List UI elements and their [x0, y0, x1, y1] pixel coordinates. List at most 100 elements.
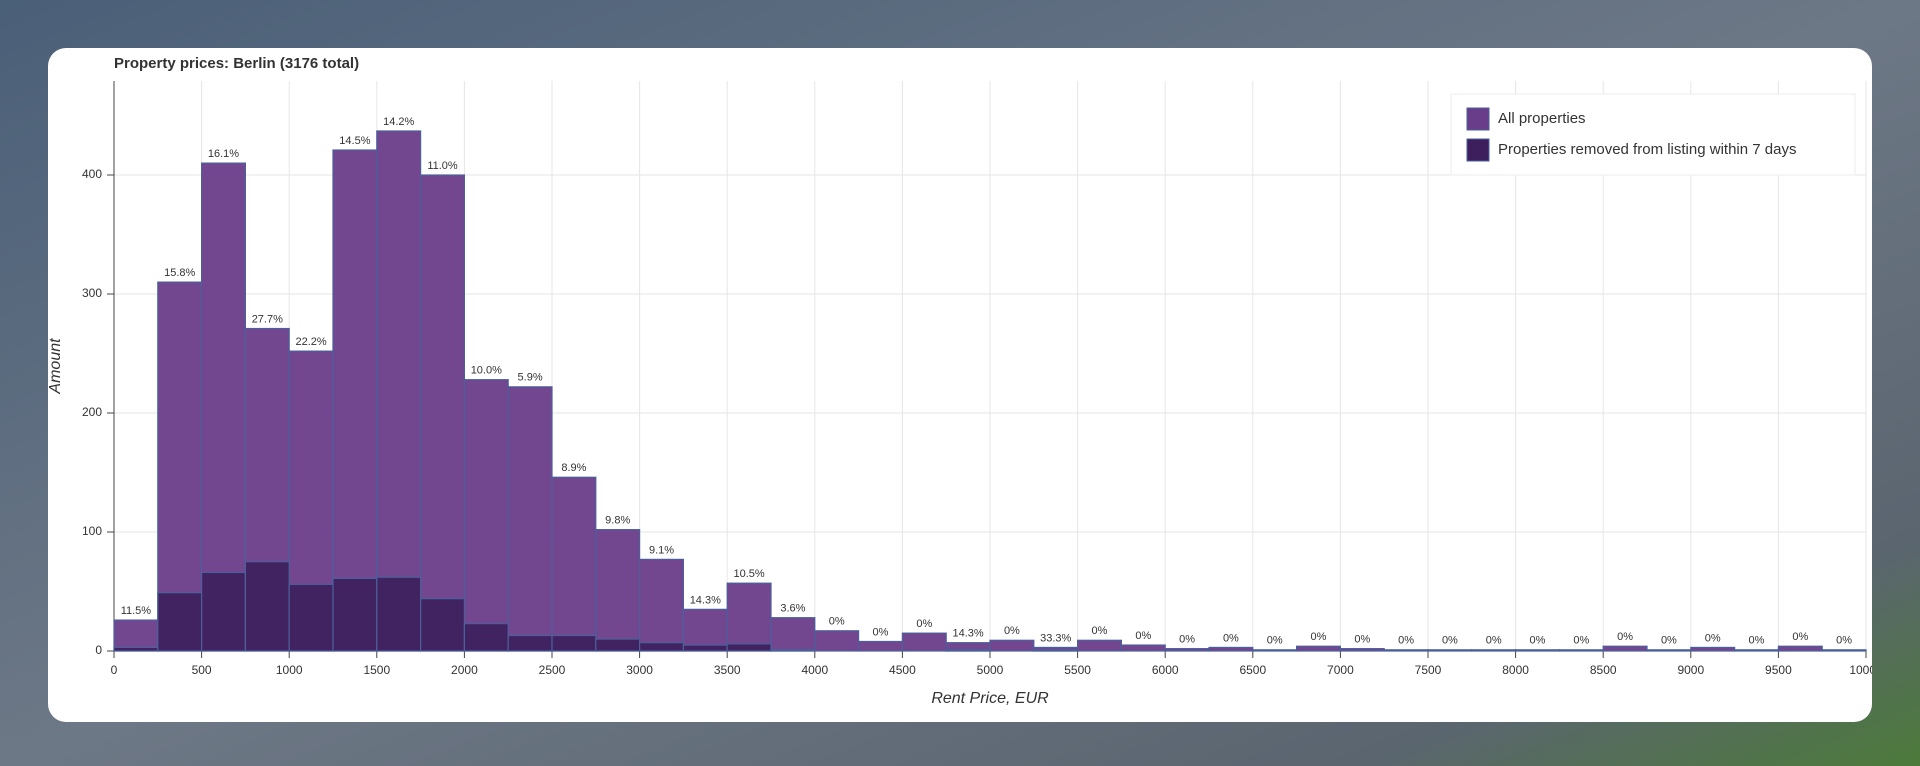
x-tick-label: 5000	[977, 663, 1004, 677]
x-tick-label: 4000	[801, 663, 828, 677]
bar	[638, 558, 684, 652]
bar-label: 0%	[1354, 634, 1370, 646]
bar-label: 0%	[1617, 631, 1633, 643]
bar	[595, 638, 641, 652]
bar-label: 0%	[1311, 631, 1327, 643]
bar	[551, 634, 597, 652]
legend-box	[1450, 93, 1856, 176]
bar-label: 14.3%	[690, 594, 721, 606]
bar	[1821, 649, 1867, 652]
x-tick-label: 4500	[889, 663, 916, 677]
bar-label: 0%	[1398, 635, 1414, 647]
bar	[1733, 649, 1779, 652]
bar	[201, 571, 247, 652]
bar	[770, 649, 816, 652]
bar	[113, 619, 159, 652]
bar-label: 14.3%	[952, 628, 983, 640]
bar	[595, 529, 641, 652]
bar-label: 0%	[1705, 632, 1721, 644]
x-tick-label: 3500	[714, 663, 741, 677]
bar-label: 0%	[1486, 635, 1502, 647]
bar	[726, 582, 772, 652]
bar	[1164, 648, 1210, 652]
bar-label: 9.8%	[605, 515, 630, 527]
bar	[551, 476, 597, 652]
legend-label: Properties removed from listing within 7…	[1498, 141, 1796, 158]
bar	[682, 608, 728, 652]
bar-label: 0%	[1223, 632, 1239, 644]
bar-label: 0%	[829, 616, 845, 628]
bar	[857, 640, 903, 652]
bar-label: 0%	[916, 618, 932, 630]
bar-label: 0%	[1661, 635, 1677, 647]
bar	[201, 162, 247, 652]
x-tick-label: 2000	[451, 663, 478, 677]
y-tick-label: 400	[82, 167, 102, 181]
x-tick-label: 7500	[1415, 663, 1442, 677]
x-tick-label: 6500	[1239, 663, 1266, 677]
y-axis-label: Amount	[47, 338, 64, 395]
bar	[157, 592, 203, 652]
x-tick-label: 3000	[626, 663, 653, 677]
y-tick-label: 200	[82, 405, 102, 419]
bar	[1427, 649, 1473, 652]
bar	[1602, 645, 1648, 652]
bar	[463, 379, 509, 652]
bar	[1033, 649, 1079, 652]
bar-label: 0%	[1092, 625, 1108, 637]
x-tick-label: 7000	[1327, 663, 1354, 677]
bar	[1208, 646, 1254, 652]
x-tick-label: 5500	[1064, 663, 1091, 677]
y-tick-label: 300	[82, 286, 102, 300]
bar-label: 33.3%	[1040, 632, 1071, 644]
bar	[376, 130, 422, 652]
bar-label: 8.9%	[561, 462, 586, 474]
y-tick-label: 0	[95, 643, 102, 657]
x-axis-label: Rent Price, EUR	[931, 690, 1049, 707]
bar	[1383, 649, 1429, 652]
bar	[901, 632, 947, 652]
bar-label: 11.0%	[427, 160, 458, 172]
bar	[157, 281, 203, 652]
bar-label: 15.8%	[164, 267, 195, 279]
bar	[288, 583, 334, 652]
bar	[1295, 645, 1341, 652]
bar	[1646, 649, 1692, 652]
bar	[945, 649, 991, 652]
bar	[244, 561, 290, 652]
bar	[332, 149, 378, 652]
bar-label: 0%	[1004, 625, 1020, 637]
plot: Property prices: Berlin (3176 total) Ren…	[47, 55, 1872, 707]
bar	[507, 386, 553, 652]
chart-title: Property prices: Berlin (3176 total)	[114, 55, 359, 72]
x-tick-label: 1000	[276, 663, 303, 677]
bar	[463, 623, 509, 652]
bar-label: 16.1%	[208, 148, 239, 160]
bar	[682, 644, 728, 652]
bar-label: 0%	[1135, 630, 1151, 642]
bar-label: 14.2%	[383, 116, 414, 128]
bar-label: 0%	[1267, 635, 1283, 647]
bar-label: 3.6%	[780, 603, 805, 615]
bar	[113, 646, 159, 652]
bar	[989, 639, 1035, 652]
bar	[1076, 639, 1122, 652]
bar	[507, 634, 553, 652]
legend-swatch	[1466, 138, 1490, 162]
bar-label: 0%	[1442, 635, 1458, 647]
x-tick-label: 2500	[539, 663, 566, 677]
bar-label: 9.1%	[649, 544, 674, 556]
bar-label: 27.7%	[252, 313, 283, 325]
bar	[1690, 646, 1736, 652]
bar	[376, 576, 422, 652]
legend-swatch	[1466, 107, 1490, 131]
bar	[1471, 649, 1517, 652]
bar-label: 0%	[1179, 634, 1195, 646]
bar	[638, 642, 684, 652]
bar-label: 0%	[1530, 635, 1546, 647]
bar	[770, 617, 816, 652]
bar-label: 11.5%	[121, 605, 152, 617]
y-tick-label: 100	[82, 524, 102, 538]
